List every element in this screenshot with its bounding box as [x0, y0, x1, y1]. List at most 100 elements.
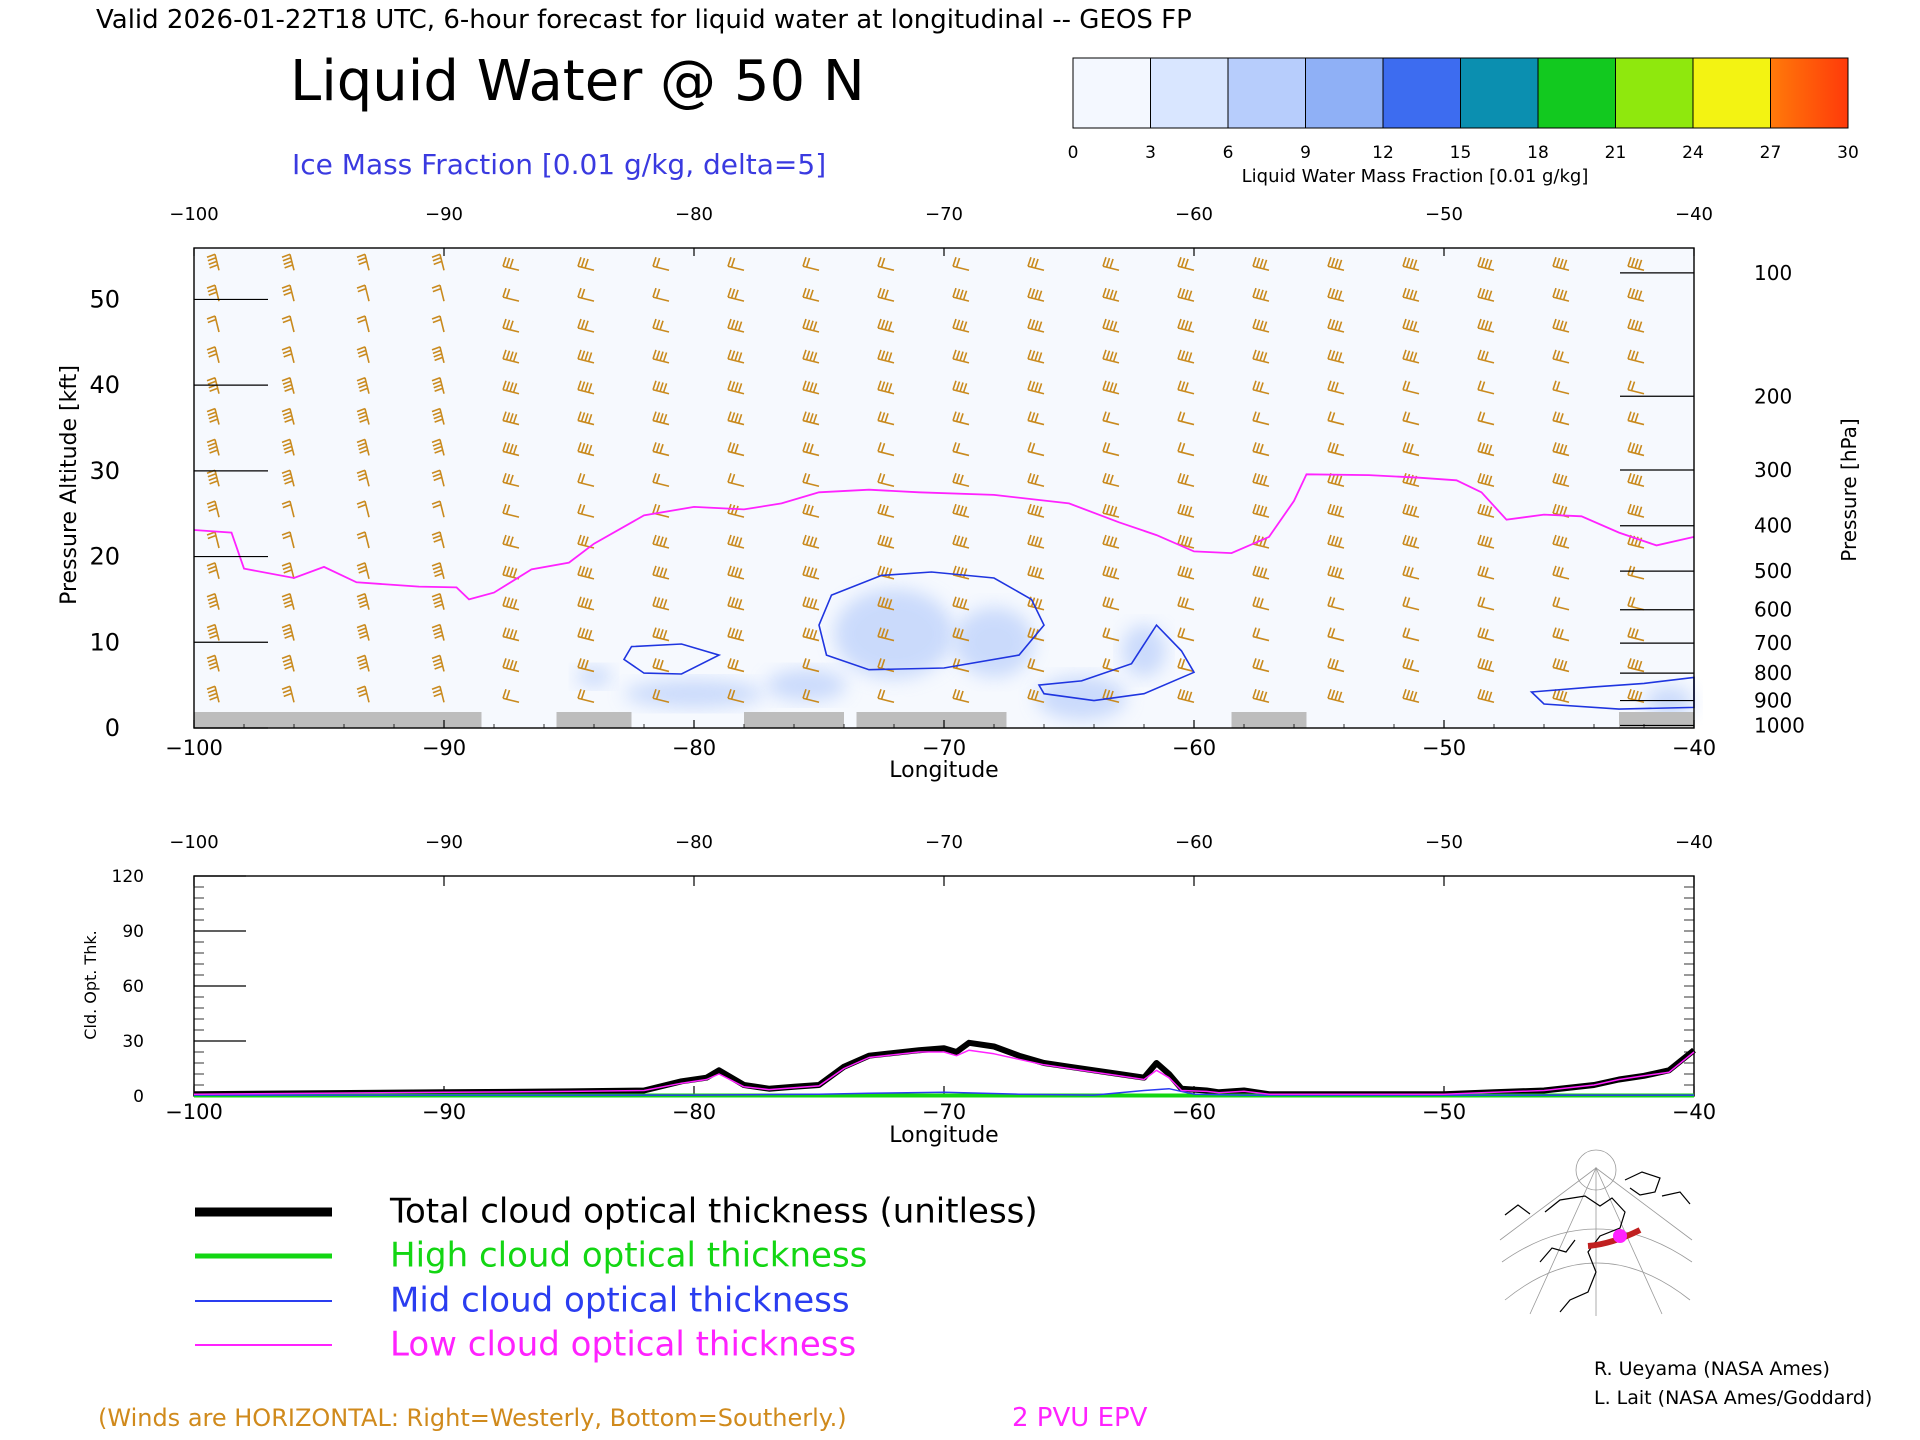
liquid-water-patch [1122, 624, 1166, 677]
wind-barb [952, 627, 970, 642]
wind-barb [1102, 257, 1120, 272]
top-x-tick-label: −90 [425, 832, 463, 853]
wind-barb [1177, 257, 1195, 272]
wind-barb [431, 284, 445, 302]
wind-barb [1627, 380, 1645, 395]
wind-barb [1177, 565, 1195, 580]
wind-barb [802, 565, 820, 580]
wind-barb [502, 503, 520, 518]
wind-barb [577, 318, 595, 333]
wind-barb [1252, 534, 1270, 549]
wind-barb [802, 596, 820, 611]
main-title: Liquid Water @ 50 N [290, 49, 865, 114]
x-tick-label: −50 [1422, 736, 1466, 760]
wind-barb [877, 287, 895, 302]
colorbar-tick-label: 15 [1450, 143, 1472, 163]
wind-barb [1552, 596, 1570, 611]
top-x-tick-label: −60 [1175, 832, 1213, 853]
wind-barb [1477, 503, 1495, 518]
wind-barb [1177, 596, 1195, 611]
ice-contour [1037, 623, 1196, 702]
wind-barb [1252, 380, 1270, 395]
wind-barb [281, 315, 295, 333]
wind-barb [577, 380, 595, 395]
wind-barb [1552, 689, 1570, 704]
wind-barb [1477, 658, 1495, 673]
wind-barb [1027, 380, 1045, 395]
colorbar-label: Liquid Water Mass Fraction [0.01 g/kg] [1242, 166, 1589, 187]
wind-barb [1102, 380, 1120, 395]
wind-barb [281, 500, 295, 518]
wind-barb [502, 473, 520, 488]
x-tick-label: −90 [422, 1100, 466, 1124]
wind-barb [652, 596, 670, 611]
wind-barb [1552, 380, 1570, 395]
wind-barb [431, 592, 445, 610]
colorbar-cell [1615, 57, 1694, 129]
wind-barb [1327, 411, 1345, 426]
wind-barb [281, 623, 295, 641]
wind-barb [802, 473, 820, 488]
colorbar: 0 3 6 9 12 15 18 21 24 27 30 [1068, 57, 1859, 163]
wind-barb [431, 376, 445, 394]
wind-barb [1177, 473, 1195, 488]
wind-barb [1552, 534, 1570, 549]
wind-barb [1627, 318, 1645, 333]
wind-barb [206, 284, 220, 302]
terrain-block [856, 712, 1007, 728]
wind-barb [577, 534, 595, 549]
x-tick-label: −60 [1172, 736, 1216, 760]
wind-barb [1327, 534, 1345, 549]
wind-barb [1027, 689, 1045, 704]
wind-barb [206, 469, 220, 487]
wind-barb [356, 253, 370, 271]
wind-barb [1552, 442, 1570, 457]
colorbar-cell [1460, 57, 1539, 129]
terrain-block [194, 712, 482, 728]
wind-barb [1627, 411, 1645, 426]
top-x-tick-label: −100 [169, 204, 218, 225]
y-tick-label: 60 [122, 977, 144, 997]
wind-barb [356, 685, 370, 703]
epv-label: 2 PVU EPV [1012, 1403, 1148, 1433]
colorbar-tick-label: 12 [1372, 143, 1394, 163]
wind-barb [877, 473, 895, 488]
bottom-x-axis-title: Longitude [889, 1123, 998, 1148]
wind-barb [1102, 534, 1120, 549]
wind-barb [431, 623, 445, 641]
subtitle: Ice Mass Fraction [0.01 g/kg, delta=5] [292, 148, 826, 181]
optical-thickness-panel: 0 30 60 90 120 −100 −100 −90 −90 −80 −80 −70 −70 −60 −… [112, 832, 1717, 1124]
wind-barb [281, 592, 295, 610]
wind-barb [1102, 318, 1120, 333]
locator-point [1613, 1229, 1627, 1243]
wind-barb [1477, 287, 1495, 302]
terrain-block [744, 712, 844, 728]
wind-barb [802, 318, 820, 333]
wind-barb [502, 627, 520, 642]
wind-barb [1177, 689, 1195, 704]
wind-barb [356, 376, 370, 394]
wind-barb [727, 287, 745, 302]
liquid-water-patch [1036, 676, 1127, 720]
locator-track [1587, 1227, 1642, 1249]
wind-barb [1252, 287, 1270, 302]
wind-barb [1102, 287, 1120, 302]
wind-barb [652, 257, 670, 272]
wind-barb [1627, 257, 1645, 272]
wind-barb [1327, 287, 1345, 302]
top-x-tick-label: −70 [925, 204, 963, 225]
wind-barb [502, 380, 520, 395]
wind-barb [206, 592, 220, 610]
wind-barb [1552, 565, 1570, 580]
wind-barb [1027, 287, 1045, 302]
ice-contour [622, 643, 722, 675]
wind-barb [952, 257, 970, 272]
wind-barb [502, 596, 520, 611]
terrain-block [1231, 712, 1307, 728]
wind-barb [502, 442, 520, 457]
wind-barb [877, 411, 895, 426]
wind-barb [727, 349, 745, 364]
wind-barb [727, 473, 745, 488]
wind-barb [1027, 534, 1045, 549]
wind-barb [1027, 658, 1045, 673]
